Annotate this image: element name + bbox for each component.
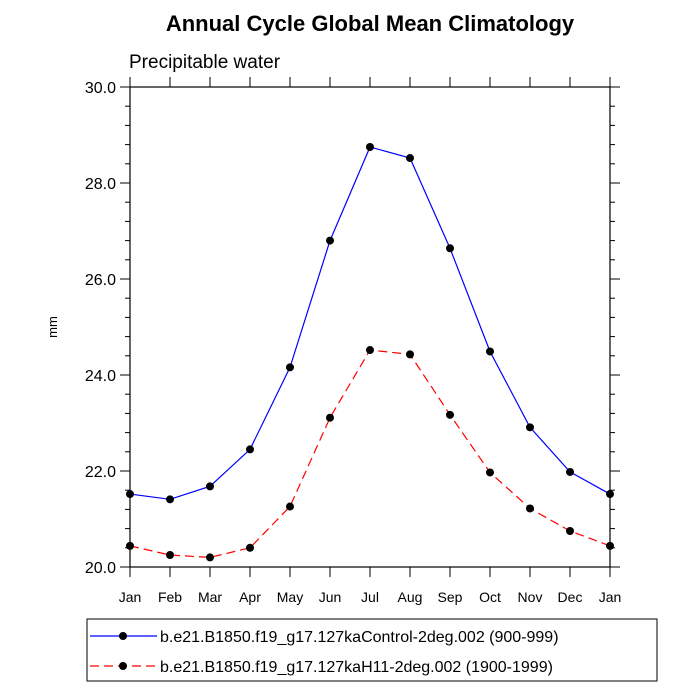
series-1-point — [486, 347, 494, 356]
series-1-point — [406, 154, 414, 163]
series-1-point — [366, 143, 374, 151]
x-tick-label: Jul — [361, 589, 379, 605]
series-2-point — [446, 410, 454, 419]
x-tick-label: Mar — [198, 589, 222, 605]
legend-box — [86, 618, 658, 682]
x-tick-label: Aug — [398, 589, 423, 605]
series-layer — [126, 143, 614, 562]
series-line-2 — [129, 349, 611, 559]
x-tick-label: May — [277, 589, 303, 605]
y-tick-label: 24.0 — [85, 368, 116, 385]
legend-marker-1 — [119, 632, 127, 640]
series-2-point — [126, 541, 134, 550]
series-2-point — [366, 346, 374, 355]
plot-frame — [129, 86, 611, 568]
legend-label-2: b.e21.B1850.f19_g17.127kaH11-2deg.002 (1… — [160, 659, 553, 676]
x-tick-label: Jun — [319, 589, 342, 605]
y-tick-label: 30.0 — [85, 80, 116, 97]
x-tick-label: Dec — [558, 589, 583, 605]
chart-title: Annual Cycle Global Mean Climatology — [166, 11, 575, 36]
legend-marker-2 — [119, 662, 127, 670]
series-2-point — [166, 551, 174, 559]
series-1-point — [166, 495, 174, 504]
series-2-point — [606, 541, 614, 550]
series-2-point — [286, 502, 294, 511]
x-tick-label: Jan — [599, 589, 622, 605]
series-2-point — [566, 527, 574, 535]
x-tick-label: Nov — [518, 589, 543, 605]
chart-subtitle: Precipitable water — [129, 52, 281, 73]
legend: b.e21.B1850.f19_g17.127kaControl-2deg.00… — [90, 629, 559, 676]
series-1-point — [526, 423, 534, 432]
y-axis-label: mm — [45, 316, 60, 338]
series-1-point — [126, 490, 134, 499]
series-2-point — [326, 413, 334, 422]
y-tick-label: 26.0 — [85, 272, 116, 289]
series-2-point — [486, 468, 494, 477]
series-1-point — [326, 236, 334, 245]
y-tick-label: 20.0 — [85, 560, 116, 577]
series-2-point — [406, 350, 414, 359]
x-tick-label: Jan — [119, 589, 142, 605]
series-1-point — [606, 490, 614, 499]
series-2-point — [206, 553, 214, 562]
legend-label-1: b.e21.B1850.f19_g17.127kaControl-2deg.00… — [160, 629, 559, 646]
series-1-point — [246, 445, 254, 454]
x-tick-label: Oct — [479, 589, 501, 605]
series-1-point — [566, 467, 574, 476]
series-1-point — [206, 482, 214, 491]
series-1-point — [446, 244, 454, 253]
series-1-point — [286, 363, 294, 372]
x-tick-label: Apr — [239, 589, 261, 605]
x-tick-label: Feb — [158, 589, 182, 605]
y-tick-label: 28.0 — [85, 176, 116, 193]
series-2-point — [526, 504, 534, 513]
plot-axes: 20.0 22.0 24.0 26.0 28.0 30.0 Jan Feb Mar Apr May J… — [85, 77, 621, 605]
series-line-1 — [129, 146, 611, 500]
series-2-point — [246, 543, 254, 552]
x-tick-label: Sep — [438, 589, 463, 605]
y-tick-label: 22.0 — [85, 464, 116, 481]
